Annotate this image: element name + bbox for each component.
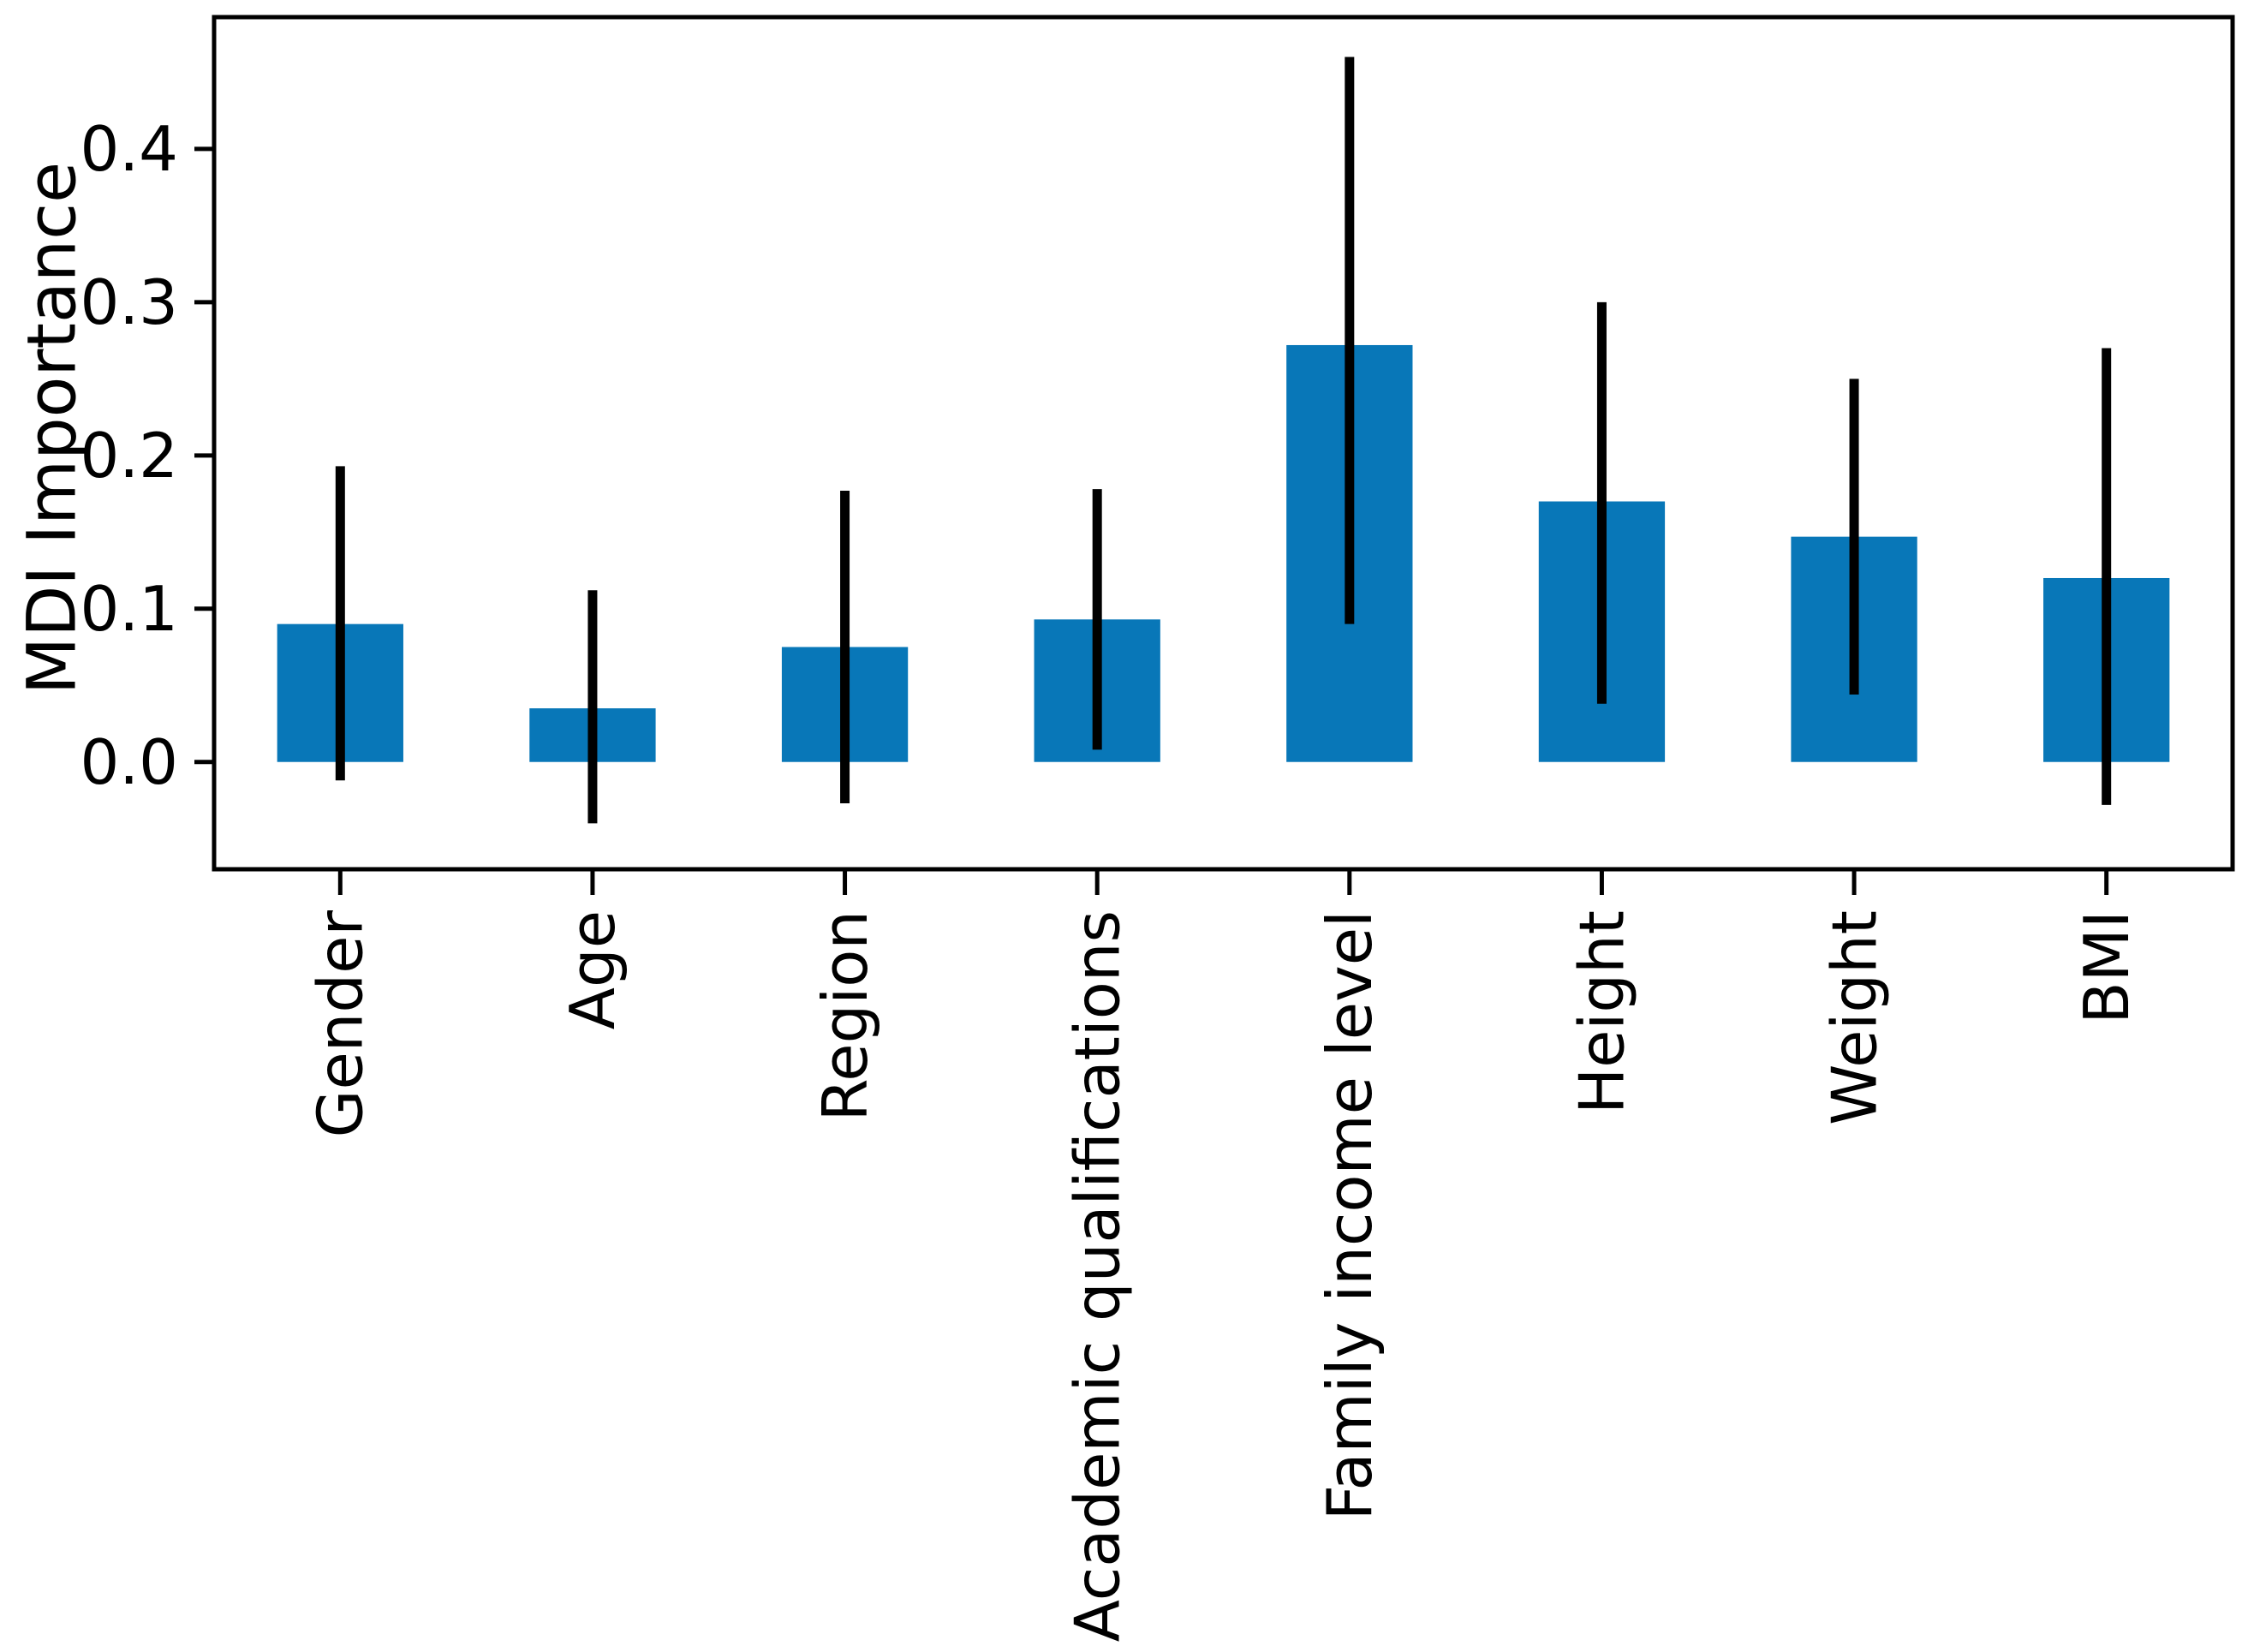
x-tick-label-height: Height <box>1566 910 1638 1114</box>
y-axis-label: MDI Importance <box>14 162 91 695</box>
x-tick-label-academic-qualifications: Academic qualifications <box>1061 910 1133 1642</box>
y-tick-label-0.2: 0.2 <box>80 420 178 492</box>
x-tick-label-gender: Gender <box>305 910 377 1138</box>
y-tick-label-0.1: 0.1 <box>80 573 178 645</box>
y-tick-label-0.4: 0.4 <box>80 113 178 185</box>
x-tick-label-weight: Weight <box>1818 910 1890 1125</box>
y-tick-label-0.3: 0.3 <box>80 266 178 338</box>
x-tick-label-age: Age <box>557 910 629 1029</box>
plot-area <box>214 17 2233 869</box>
y-tick-label-0.0: 0.0 <box>80 726 178 798</box>
axes-frame <box>212 15 2235 872</box>
x-tick-label-region: Region <box>809 910 881 1121</box>
x-tick-label-family-income-level: Family income level <box>1314 910 1386 1520</box>
x-tick-label-bmi: BMI <box>2071 910 2143 1024</box>
